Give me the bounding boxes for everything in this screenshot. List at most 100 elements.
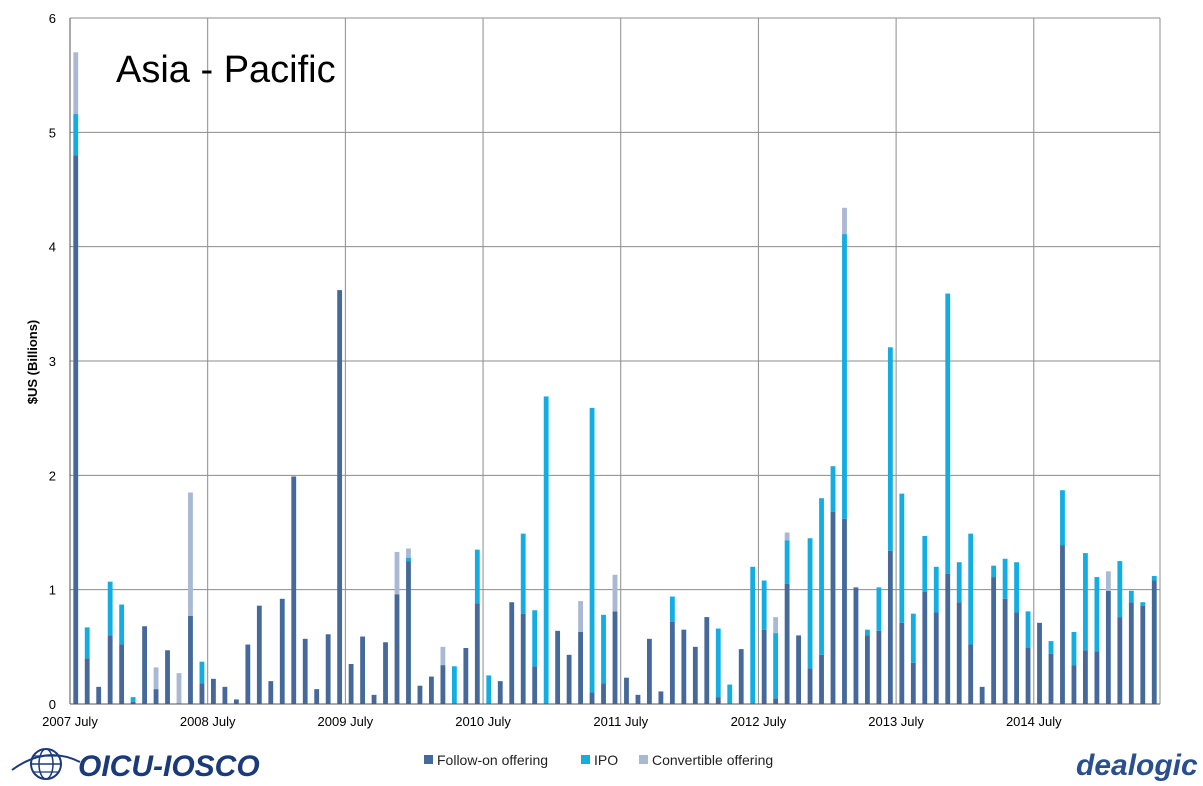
y-tick-label: 0 (49, 697, 56, 712)
bar-follow-on (945, 573, 951, 704)
bar-follow-on (233, 699, 239, 704)
y-tick-label: 6 (49, 11, 56, 26)
bar-follow-on (658, 691, 664, 704)
bar-follow-on (979, 686, 985, 704)
bar-follow-on (991, 577, 997, 704)
bar-follow-on (1071, 665, 1077, 704)
bar-ipo (532, 610, 538, 667)
bar-follow-on (279, 598, 285, 704)
x-tick-label: 2009 July (318, 714, 374, 729)
bar-follow-on (830, 511, 836, 704)
bar-ipo (406, 557, 411, 562)
bar-ipo (865, 629, 870, 636)
legend-label-follow-on: Follow-on offering (437, 752, 548, 768)
legend-swatch-follow-on (424, 755, 433, 764)
bar-ipo (933, 566, 939, 613)
bar-follow-on (1151, 580, 1157, 704)
bar-follow-on (417, 685, 423, 704)
y-tick-label: 5 (49, 125, 56, 140)
bar-follow-on (1037, 622, 1042, 704)
x-tick-label: 2014 July (1006, 714, 1062, 729)
bar-follow-on (601, 683, 606, 704)
bar-follow-on (394, 594, 400, 704)
y-tick-label: 4 (49, 240, 56, 255)
bar-ipo (968, 533, 974, 645)
bar-ipo (830, 466, 836, 512)
bar-follow-on (578, 631, 583, 704)
bar-ipo (1002, 558, 1008, 599)
bar-ipo (84, 627, 90, 659)
bar-follow-on (1048, 653, 1054, 704)
bar-follow-on (738, 649, 744, 704)
bar-follow-on (406, 561, 411, 704)
bar-ipo (819, 498, 824, 655)
x-tick-label: 2013 July (868, 714, 924, 729)
bar-follow-on (371, 694, 377, 704)
bar-follow-on (1105, 590, 1111, 704)
gridlines (69, 17, 1161, 705)
bar-ipo (1117, 561, 1123, 618)
bar-follow-on (1014, 612, 1019, 704)
legend-label-ipo: IPO (594, 752, 618, 768)
bar-follow-on (84, 658, 90, 704)
bar-follow-on (1002, 598, 1008, 704)
bar-follow-on (211, 678, 216, 704)
bar-ipo (807, 538, 813, 669)
oicu-iosco-logo: OICU-IOSCO (11, 748, 260, 783)
chart-title: Asia - Pacific (116, 49, 336, 91)
bar-follow-on (647, 638, 652, 704)
bar-follow-on (761, 629, 767, 704)
bar-follow-on (566, 654, 572, 704)
bar-ipo (1014, 562, 1019, 613)
bar-ipo (956, 562, 962, 603)
bar-follow-on (509, 602, 515, 704)
bar-ipo (899, 493, 905, 623)
bar-ipo (876, 587, 882, 631)
bar-ipo (199, 661, 205, 684)
bar-follow-on (520, 613, 526, 704)
bar-follow-on (1117, 617, 1123, 704)
bar-follow-on (348, 663, 354, 704)
bar-convertible (440, 646, 446, 666)
bar-follow-on (555, 630, 561, 704)
bar-follow-on (130, 701, 136, 704)
bar-follow-on (119, 644, 125, 704)
bar-follow-on (589, 692, 595, 704)
bar-follow-on (1025, 647, 1031, 704)
y-tick-label: 2 (49, 468, 56, 483)
bar-follow-on (245, 644, 251, 704)
bar-follow-on (199, 683, 205, 704)
y-axis-label: $US (Billions) (25, 320, 40, 405)
bar-ipo (589, 407, 595, 693)
bar-follow-on (853, 587, 859, 704)
bars (73, 52, 1157, 704)
bar-ipo (1128, 590, 1134, 603)
bar-ipo (474, 549, 480, 604)
bar-ipo (1071, 631, 1077, 666)
bar-follow-on (107, 635, 113, 704)
legend: Follow-on offering IPO Convertible offer… (424, 752, 773, 768)
bar-ipo (119, 604, 125, 645)
y-tick-label: 1 (49, 583, 56, 598)
bar-convertible (188, 492, 193, 616)
y-tick-label: 3 (49, 354, 56, 369)
bar-ipo (922, 535, 928, 592)
bar-follow-on (715, 697, 721, 704)
bar-follow-on (188, 615, 193, 704)
bar-follow-on (337, 290, 343, 704)
bar-follow-on (142, 626, 147, 704)
bar-ipo (130, 697, 136, 702)
bar-ipo (727, 684, 733, 704)
axes: 0 1 2 3 4 5 6 2007 July 2008 July 2009 July 2010 J… (42, 11, 1160, 729)
bar-follow-on (73, 155, 79, 704)
bar-convertible (406, 548, 411, 558)
bar-follow-on (704, 617, 710, 704)
bar-follow-on (429, 676, 434, 704)
bar-ipo (1094, 577, 1100, 652)
dealogic-logo: dealogic (1076, 749, 1198, 782)
bar-follow-on (474, 603, 480, 704)
bar-follow-on (692, 646, 698, 704)
legend-swatch-convertible (639, 755, 648, 764)
bar-ipo (1140, 602, 1146, 606)
bar-follow-on (302, 638, 308, 704)
